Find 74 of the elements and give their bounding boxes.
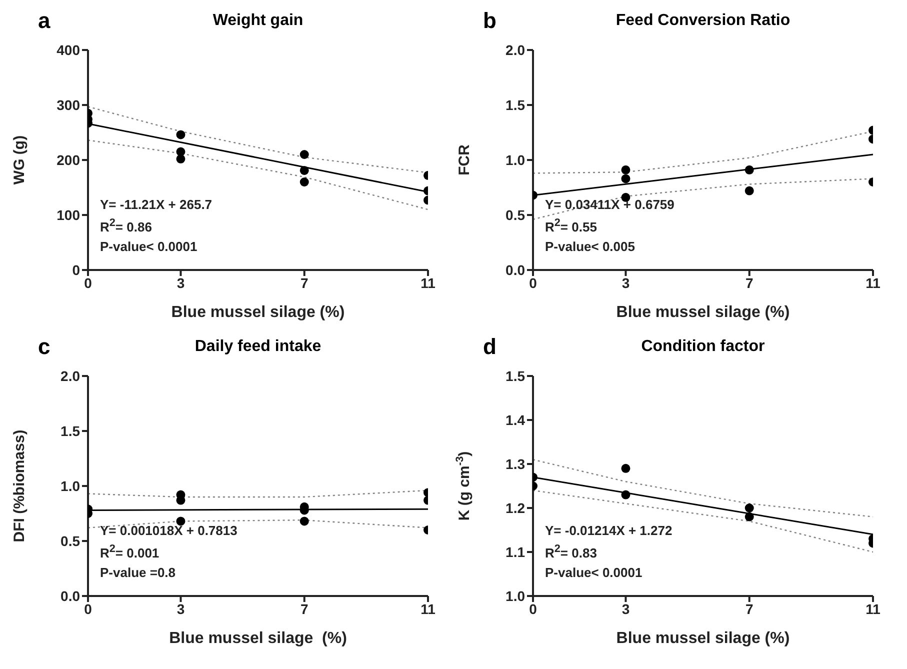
y-tick-label: 400 bbox=[56, 42, 80, 58]
chart-title: Daily feed intake bbox=[194, 338, 322, 356]
y-axis-title: FCR bbox=[456, 144, 473, 176]
y-tick-label: 300 bbox=[56, 96, 80, 113]
chart-title: Weight gain bbox=[212, 12, 304, 30]
x-tick-label: 7 bbox=[745, 274, 754, 291]
x-tick-label: 7 bbox=[745, 600, 754, 617]
y-axis-title: DFI (%biomass) bbox=[11, 430, 28, 542]
y-tick-label: 1.0 bbox=[506, 588, 526, 604]
y-tick-label: 1.3 bbox=[506, 456, 526, 472]
y-axis-title: WG (g) bbox=[11, 135, 28, 185]
x-tick-label: 0 bbox=[529, 600, 538, 617]
line-series bbox=[533, 178, 873, 220]
annotation: R$^{2}$= 0.001 bbox=[100, 542, 160, 563]
y-tick-label: 2.0 bbox=[60, 368, 80, 384]
y-tick-label: 0.5 bbox=[506, 206, 526, 223]
x-tick-label: 11 bbox=[866, 600, 881, 617]
x-tick-label: 7 bbox=[300, 600, 308, 617]
y-tick-label: 2.0 bbox=[506, 42, 526, 58]
x-tick-label: 11 bbox=[420, 600, 436, 617]
point bbox=[744, 165, 754, 174]
y-tick-label: 200 bbox=[56, 152, 80, 168]
x-tick-label: 0 bbox=[84, 600, 92, 617]
x-tick-label: 3 bbox=[622, 274, 630, 291]
annotation: R$^{2}$= 0.83 bbox=[545, 542, 598, 563]
x-tick-label: 11 bbox=[420, 274, 436, 291]
y-tick-label: 0.0 bbox=[60, 588, 80, 604]
annotation: Y= -11.21X + 265.7 bbox=[100, 196, 212, 214]
y-tick-label: 100 bbox=[56, 206, 80, 223]
y-tick-label: 1.5 bbox=[506, 96, 526, 113]
annotation: P-value =0.8 bbox=[100, 564, 177, 582]
x-tick-label: 3 bbox=[176, 274, 185, 291]
y-tick-label: 1.2 bbox=[506, 500, 526, 516]
x-tick-label: 7 bbox=[300, 274, 308, 291]
y-tick-label: 1.5 bbox=[506, 368, 526, 384]
y-tick-label: 0 bbox=[72, 262, 80, 278]
x-tick-label: 0 bbox=[529, 274, 538, 291]
point bbox=[621, 165, 630, 174]
y-tick-label: 1.0 bbox=[506, 152, 526, 168]
annotation: Y= 0.001018X + 0.7813 bbox=[100, 522, 238, 540]
point bbox=[300, 516, 309, 526]
text: d bbox=[483, 334, 496, 360]
y-tick-label: 1.4 bbox=[506, 412, 526, 428]
chart-title: Condition factor bbox=[640, 338, 766, 356]
y-tick-label: 1.1 bbox=[506, 544, 526, 560]
text: c bbox=[38, 334, 50, 360]
annotation: R$^{2}$= 0.86 bbox=[100, 216, 153, 237]
annotation: P-value< 0.0001 bbox=[545, 564, 644, 582]
text: a bbox=[38, 8, 50, 34]
annotation: R$^{2}$= 0.55 bbox=[545, 216, 598, 237]
annotation: Y= -0.01214X + 1.272 bbox=[545, 522, 672, 540]
x-axis-title: Blue mussel silage (%) bbox=[168, 630, 348, 648]
x-axis-title: Blue mussel silage (%) bbox=[170, 304, 346, 322]
text: b bbox=[483, 8, 496, 34]
chart-title: Feed Conversion Ratio bbox=[614, 12, 792, 30]
point bbox=[176, 516, 186, 526]
x-axis-title: Blue mussel silage (%) bbox=[615, 630, 791, 648]
y-tick-label: 0.0 bbox=[506, 262, 526, 278]
x-tick-label: 0 bbox=[84, 274, 92, 291]
x-tick-label: 3 bbox=[622, 600, 630, 617]
annotation: Y= 0.03411X + 0.6759 bbox=[545, 196, 674, 214]
x-tick-label: 11 bbox=[866, 274, 881, 291]
y-tick-label: 1.0 bbox=[60, 478, 80, 494]
annotation: P-value< 0.005 bbox=[545, 238, 636, 256]
y-tick-label: 0.5 bbox=[60, 532, 80, 549]
point bbox=[621, 192, 630, 202]
point bbox=[621, 174, 630, 184]
line-series bbox=[88, 140, 428, 210]
annotation: P-value< 0.0001 bbox=[100, 238, 198, 256]
point bbox=[744, 186, 754, 196]
x-axis-title: Blue mussel silage (%) bbox=[615, 304, 791, 322]
y-tick-label: 1.5 bbox=[60, 422, 80, 439]
line-series bbox=[533, 459, 873, 518]
x-tick-label: 3 bbox=[176, 600, 185, 617]
